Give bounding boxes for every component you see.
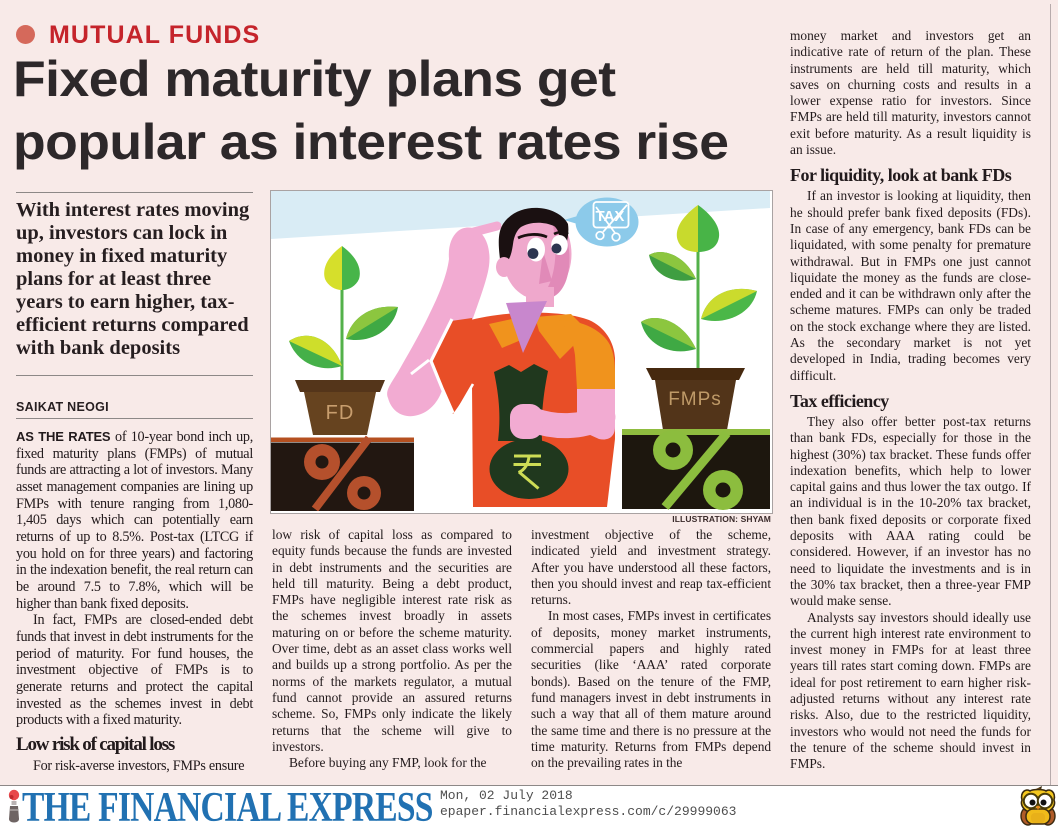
svg-text:FMPs: FMPs bbox=[668, 389, 722, 410]
svg-text:TAX: TAX bbox=[596, 208, 625, 225]
svg-text:FD: FD bbox=[326, 402, 355, 424]
